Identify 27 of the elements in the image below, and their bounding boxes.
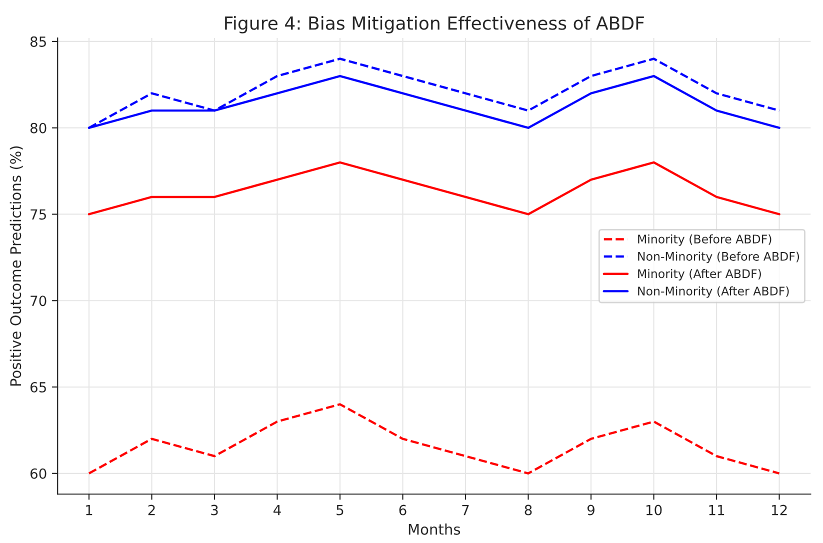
x-tick-label: 11 [709, 504, 724, 516]
legend-label: Minority (Before ABDF) [638, 234, 772, 246]
x-tick-label: 7 [462, 504, 469, 516]
x-tick-label: 9 [587, 504, 594, 516]
x-tick-label: 1 [86, 504, 92, 516]
x-tick-label: 5 [336, 504, 344, 516]
x-tick-label: 10 [646, 504, 662, 516]
y-tick-label: 80 [30, 122, 46, 134]
legend-label: Minority (After ABDF) [638, 269, 761, 280]
chart-title: Figure 4: Bias Mitigation Effectiveness of ABDF [225, 16, 644, 34]
y-tick-label: 65 [30, 382, 46, 392]
x-axis-title: Months [408, 524, 460, 535]
y-tick-label: 60 [30, 468, 46, 479]
x-tick-label: 2 [148, 504, 155, 516]
line-series [88, 403, 780, 475]
x-tick-label: 4 [274, 504, 281, 516]
y-tick-label: 75 [30, 209, 46, 220]
x-tick-label: 6 [399, 504, 406, 516]
y-axis-title: Positive Outcome Predictions (%) [10, 146, 23, 386]
x-tick-label: 3 [211, 504, 218, 516]
legend-label: Non-Minority (Before ABDF) [638, 252, 800, 264]
x-tick-label: 8 [524, 504, 532, 516]
y-tick-label: 85 [30, 36, 46, 47]
y-tick-label: 70 [30, 296, 46, 306]
line-series [88, 161, 780, 216]
x-tick-label: 12 [772, 504, 787, 516]
legend-label: Non-Minority (After ABDF) [638, 286, 789, 298]
